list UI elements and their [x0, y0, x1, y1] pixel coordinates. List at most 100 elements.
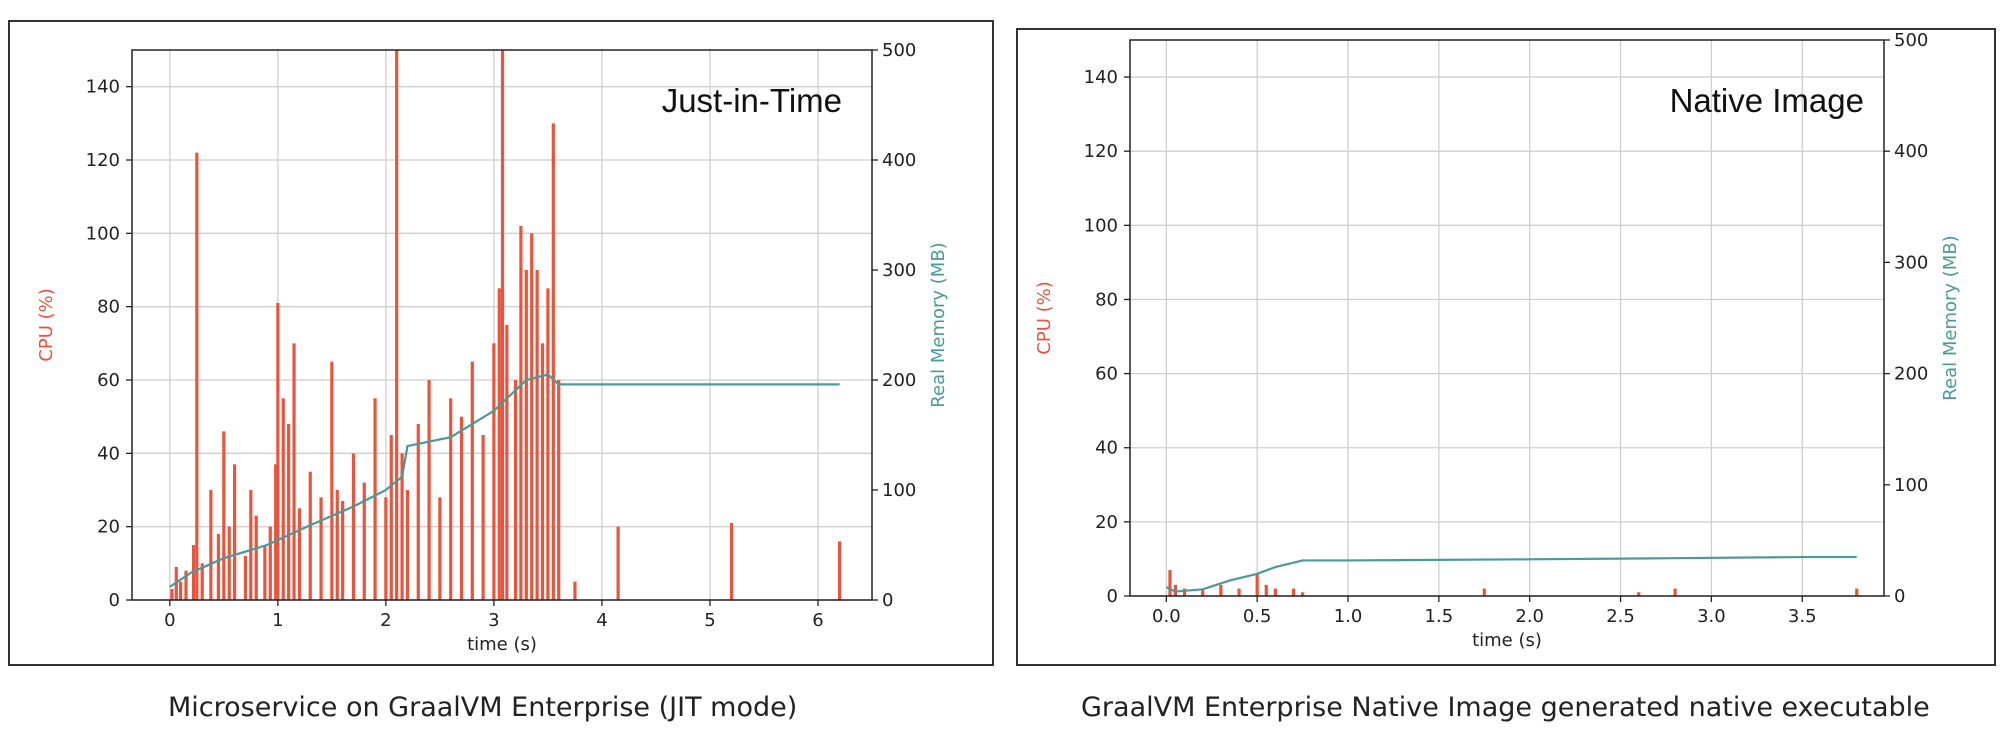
cpu-bar — [209, 490, 213, 600]
y-tick-label: 60 — [97, 370, 120, 391]
x-tick-label: 2 — [380, 610, 391, 631]
x-tick-label: 1.0 — [1334, 606, 1363, 627]
y2-tick-label: 400 — [1894, 141, 1928, 162]
cpu-bar — [1182, 588, 1187, 596]
cpu-bar — [263, 545, 267, 600]
y-tick-label: 0 — [109, 590, 120, 611]
cpu-bar — [535, 270, 539, 600]
y2-tick-label: 100 — [882, 480, 916, 501]
plot-area — [131, 49, 873, 601]
y2-tick-label: 100 — [1894, 475, 1928, 496]
cpu-bar — [330, 361, 334, 600]
y-tick-label: 60 — [1095, 364, 1118, 385]
cpu-bar — [227, 526, 231, 600]
cpu-bar — [351, 453, 356, 600]
y-tick-label: 40 — [97, 443, 120, 464]
y-tick-label: 120 — [1084, 141, 1118, 162]
y-tick-label: 40 — [1095, 438, 1118, 459]
y-tick-label: 20 — [97, 517, 120, 538]
cpu-bar — [249, 490, 253, 600]
y-tick-label: 80 — [1095, 289, 1118, 310]
cpu-bar — [400, 453, 404, 600]
cpu-bar — [1482, 588, 1486, 596]
cpu-bar — [449, 398, 453, 600]
cpu-bar — [1237, 588, 1241, 596]
cpu-bar — [243, 556, 248, 600]
cpu-bar — [373, 398, 377, 600]
cpu-bar — [481, 435, 485, 600]
y2-tick-label: 0 — [882, 590, 893, 611]
y-tick-label: 80 — [97, 297, 120, 318]
memory-line — [169, 373, 840, 588]
y2-tick-label: 500 — [1894, 30, 1928, 51]
cpu-bar — [276, 303, 280, 600]
cpu-bar — [497, 288, 501, 600]
cpu-bar — [540, 343, 545, 600]
x-axis-label: time (s) — [1472, 630, 1542, 651]
x-axis-label: time (s) — [467, 634, 537, 655]
cpu-bar — [557, 380, 561, 600]
x-tick-label: 5 — [704, 610, 715, 631]
cpu-bar — [389, 435, 393, 600]
y2-tick-label: 400 — [882, 150, 916, 171]
y2-tick-label: 200 — [1894, 364, 1928, 385]
x-tick-label: 2.0 — [1515, 606, 1544, 627]
cpu-bar — [1255, 573, 1259, 596]
cpu-series — [170, 50, 842, 601]
y-tick-label: 100 — [86, 223, 120, 244]
y-tick-label: 120 — [86, 150, 120, 171]
cpu-bar — [319, 497, 323, 600]
cpu-bar — [405, 490, 410, 600]
cpu-bar — [179, 581, 183, 600]
jit-chart: 0 1 2 3 4 5 6020406080100120140010020030040050… — [36, 40, 949, 655]
cpu-bar — [1301, 592, 1305, 596]
cpu-bar — [427, 380, 431, 600]
y-tick-label: 100 — [1084, 215, 1118, 236]
cpu-bar — [384, 497, 388, 600]
cpu-bar — [513, 380, 518, 600]
x-tick-label: 2.5 — [1606, 606, 1635, 627]
cpu-bar — [1637, 592, 1641, 596]
cpu-bar — [281, 398, 285, 600]
chart-annotation: Native Image — [1670, 82, 1864, 119]
cpu-bar — [395, 50, 399, 600]
chart-panel-native: 0.0 0.5 1.0 1.5 2.0 2.5 3.0 3.5 0 20 40 60 80 100 120 1… — [1016, 28, 1996, 666]
cpu-bar — [551, 123, 555, 600]
cpu-bar — [308, 471, 312, 600]
cpu-bar — [438, 497, 442, 600]
cpu-bar — [297, 508, 302, 600]
cpu-bar — [1673, 588, 1677, 596]
cpu-bar — [292, 343, 296, 600]
y-tick-label: 0 — [1107, 586, 1118, 607]
x-tick-label: 0 — [164, 610, 175, 631]
cpu-bar — [492, 343, 496, 600]
cpu-bar — [1201, 588, 1205, 596]
x-tick-label: 0.0 — [1152, 606, 1181, 627]
cpu-bar — [1855, 588, 1859, 596]
cpu-bar — [195, 152, 199, 600]
cpu-bar — [254, 515, 258, 600]
cpu-bar — [341, 501, 345, 600]
cpu-bar — [335, 490, 339, 600]
caption-native: GraalVM Enterprise Native Image generate… — [1081, 692, 1930, 723]
x-tick-label: 3.0 — [1697, 606, 1726, 627]
cpu-bar — [1219, 584, 1223, 596]
cpu-bar — [1291, 588, 1296, 596]
cpu-bar — [184, 570, 188, 600]
cpu-bar — [416, 424, 420, 600]
cpu-bar — [837, 541, 842, 600]
y2-tick-label: 300 — [882, 260, 916, 281]
x-tick-label: 1 — [272, 610, 283, 631]
native-image-chart: 0.0 0.5 1.0 1.5 2.0 2.5 3.0 3.5 0 20 40 60 80 100 120 1… — [1034, 30, 1961, 651]
cpu-bar — [519, 226, 523, 600]
cpu-bar — [1264, 584, 1268, 596]
cpu-bar — [500, 50, 505, 600]
plot-area — [1129, 39, 1885, 597]
x-tick-label: 4 — [596, 610, 607, 631]
x-tick-label: 3 — [488, 610, 499, 631]
y-tick-label: 140 — [86, 77, 120, 98]
cpu-bar — [530, 233, 534, 601]
y-axis-label: CPU (%) — [1034, 281, 1055, 354]
y2-tick-label: 300 — [1894, 252, 1928, 273]
cpu-bar — [573, 581, 577, 600]
